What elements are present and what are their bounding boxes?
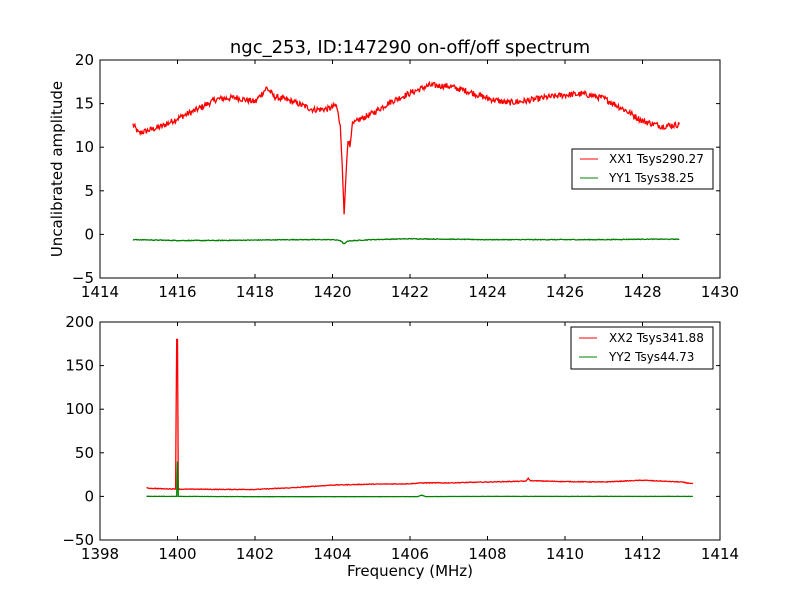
bottom-x-tick-label: 1408: [468, 545, 506, 563]
top-x-tick-label: 1416: [158, 283, 196, 301]
bottom-y-tick-label: 200: [65, 313, 94, 331]
top-x-tick-label: 1414: [81, 283, 119, 301]
top-x-tick-label: 1420: [313, 283, 351, 301]
bottom-y-tick-label: 150: [65, 357, 94, 375]
top-y-tick-label: 0: [84, 225, 94, 243]
top-legend-box: [571, 148, 714, 190]
bottom-y-tick-label: 100: [65, 400, 94, 418]
top-x-tick-label: 1422: [391, 283, 429, 301]
top-legend-label-xx1: XX1 Tsys290.27: [609, 152, 704, 166]
x-axis-label: Frequency (MHz): [347, 562, 473, 580]
top-series-line-xx1: [132, 80, 680, 215]
bottom-legend-label-xx2: XX2 Tsys341.88: [609, 331, 704, 345]
bottom-series-line-yy2: [146, 461, 693, 498]
bottom-x-tick-label: 1404: [313, 545, 351, 563]
bottom-x-tick-label: 1410: [546, 545, 584, 563]
bottom-legend-label-yy2: YY2 Tsys44.73: [608, 350, 694, 364]
top-x-tick-label: 1430: [701, 283, 739, 301]
bottom-x-tick-label: 1414: [701, 545, 739, 563]
bottom-y-tick-label: 50: [75, 444, 94, 462]
top-y-tick-label: 15: [75, 95, 94, 113]
top-y-tick-label: 20: [75, 51, 94, 69]
top-x-tick-label: 1428: [623, 283, 661, 301]
bottom-axes-ticks: 1398 1400 1402 1404 1406 1408 1410 1412 1414 −50 0…: [62, 313, 739, 563]
top-plot-lines: [132, 80, 680, 245]
top-x-tick-label: 1418: [236, 283, 274, 301]
top-legend: XX1 Tsys290.27 YY1 Tsys38.25: [571, 148, 714, 190]
top-y-tick-label: −5: [72, 269, 94, 287]
top-x-tick-label: 1424: [468, 283, 506, 301]
chart-title: ngc_253, ID:147290 on-off/off spectrum: [230, 37, 590, 58]
bottom-legend: XX2 Tsys341.88 YY2 Tsys44.73: [570, 326, 714, 370]
top-y-tick-label: 5: [84, 182, 94, 200]
top-y-axis-label: Uncalibrated amplitude: [48, 81, 66, 257]
bottom-axes: 1398 1400 1402 1404 1406 1408 1410 1412 1414 −50 0…: [62, 313, 739, 580]
top-series-line-yy1: [132, 237, 680, 245]
top-x-tick-label: 1426: [546, 283, 584, 301]
bottom-x-tick-label: 1406: [391, 545, 429, 563]
bottom-series-line-xx2: [146, 338, 694, 491]
top-axes: 1414 1416 1418 1420 1422 1424 1426 1428 1430 −5 0 5…: [48, 37, 739, 301]
bottom-x-tick-label: 1398: [81, 545, 119, 563]
bottom-x-tick-label: 1400: [158, 545, 196, 563]
top-axes-ticks: 1414 1416 1418 1420 1422 1424 1426 1428 1430 −5 0 5…: [72, 51, 739, 301]
bottom-x-tick-label: 1412: [623, 545, 661, 563]
bottom-plot-lines: [146, 338, 694, 498]
top-legend-label-yy1: YY1 Tsys38.25: [608, 171, 694, 185]
bottom-x-tick-label: 1402: [236, 545, 274, 563]
bottom-y-tick-label: −50: [62, 531, 94, 549]
top-y-tick-label: 10: [75, 138, 94, 156]
bottom-legend-box: [570, 326, 714, 370]
bottom-y-tick-label: 0: [84, 487, 94, 505]
